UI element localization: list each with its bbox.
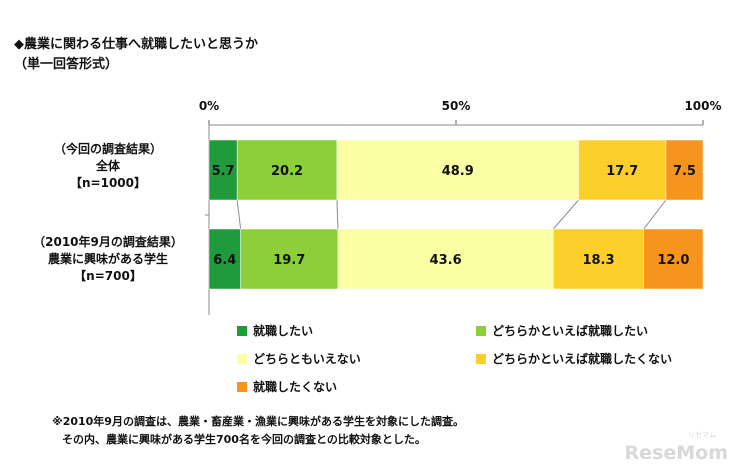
footnote-2: その内、農業に興味がある学生700名を今回の調査との比較対象とした。: [62, 433, 426, 446]
bar-value-label: 19.7: [273, 253, 305, 268]
legend-swatch: [237, 325, 247, 336]
legend-label: 就職したくない: [253, 380, 338, 394]
legend-label: どちらかといえば就職したい: [492, 324, 649, 338]
bar-segment: [578, 139, 667, 201]
bar-segment: [665, 139, 704, 201]
bar-segment: [236, 139, 338, 201]
bar-value-label: 12.0: [657, 253, 689, 268]
legend-label: どちらともいえない: [253, 352, 361, 366]
category-label-2010: （2010年9月の調査結果） 農業に興味がある学生 【n=700】: [8, 234, 208, 285]
legend-item-somewhat-want: どちらかといえば就職したい: [476, 322, 648, 339]
category-label-line: 農業に興味がある学生: [47, 252, 168, 266]
category-label-line: （2010年9月の調査結果）: [33, 235, 183, 249]
bar-value-label: 5.7: [212, 164, 235, 179]
legend-item-neutral: どちらともいえない: [237, 350, 361, 367]
bar-segment: [643, 228, 704, 290]
series-connector-line: [643, 199, 667, 230]
bar-value-label: 48.9: [442, 164, 474, 179]
bar-value-label: 20.2: [271, 164, 303, 179]
chart-title: ◆農業に関わる仕事へ就職したいと思うか: [14, 37, 258, 52]
legend-swatch: [237, 381, 247, 392]
bar-segment: [553, 228, 644, 290]
bar-value-label: 7.5: [673, 164, 696, 179]
bar-segment: [240, 228, 339, 290]
series-connector-line: [552, 199, 579, 230]
bar-segment: [208, 228, 241, 290]
bar-segment: [337, 228, 554, 290]
bar-value-label: 18.3: [582, 253, 614, 268]
bar-segment: [336, 139, 579, 201]
legend-item-want: 就職したい: [237, 322, 313, 339]
axis-tick-label: 50%: [442, 99, 471, 113]
bar-value-label: 6.4: [213, 253, 236, 268]
category-label-line: 【n=1000】: [70, 176, 146, 190]
legend-swatch: [237, 353, 247, 364]
chart-subtitle: （単一回答形式）: [14, 57, 119, 72]
legend-item-not-want: 就職したくない: [237, 378, 337, 395]
legend-swatch: [476, 325, 486, 336]
legend-item-somewhat-not-want: どちらかといえば就職したくない: [476, 350, 672, 367]
legend-label: どちらかといえば就職したくない: [492, 352, 673, 366]
bar-value-label: 17.7: [606, 164, 638, 179]
series-connector-line: [236, 199, 242, 230]
axis-tick-label: 100%: [684, 99, 721, 113]
legend-label: 就職したい: [253, 324, 314, 338]
watermark-small: リセマム: [688, 431, 716, 439]
category-label-current: （今回の調査結果） 全体 【n=1000】: [8, 141, 208, 192]
axis-tick-label: 0%: [199, 99, 219, 113]
footnote-1: ※2010年9月の調査は、農業・畜産業・漁業に興味がある学生を対象にした調査。: [52, 415, 464, 428]
legend-swatch: [476, 353, 486, 364]
series-connector-line: [336, 199, 339, 230]
bar-value-label: 43.6: [430, 253, 462, 268]
resemom-logo: ReseMom: [624, 442, 728, 464]
category-label-line: 全体: [95, 159, 120, 173]
category-label-line: 【n=700】: [74, 269, 142, 283]
category-label-line: （今回の調査結果）: [53, 142, 162, 156]
